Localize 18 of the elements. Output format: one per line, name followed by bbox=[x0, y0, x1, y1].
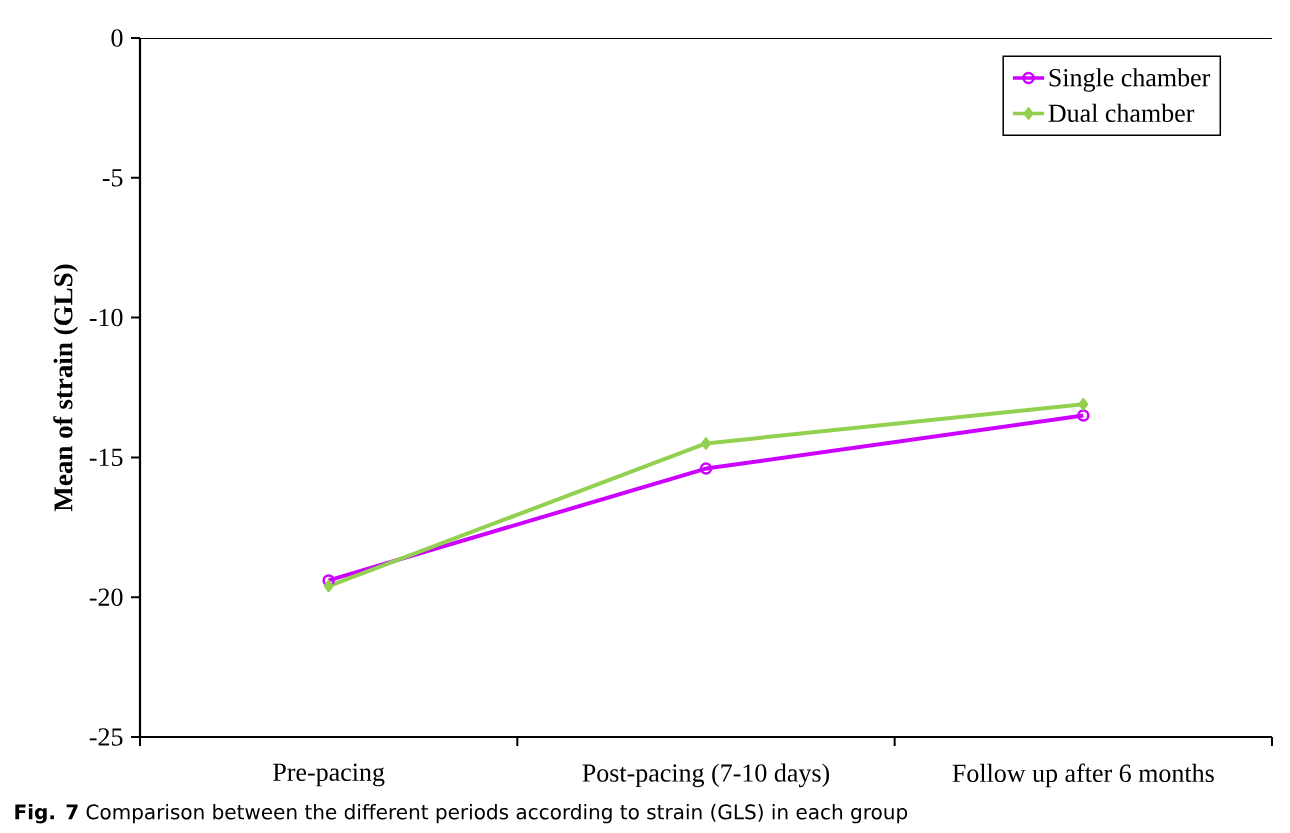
y-tick-label: -10 bbox=[89, 308, 123, 327]
y-tick-label: -20 bbox=[89, 588, 123, 606]
x-tick-label: Post-pacing (7-10 days) bbox=[582, 763, 830, 788]
y-tick-label: -25 bbox=[89, 728, 123, 746]
point bbox=[323, 579, 334, 593]
y-tick-label: -5 bbox=[102, 169, 123, 187]
point bbox=[699, 462, 713, 475]
y-tick-label: -15 bbox=[89, 448, 123, 467]
point bbox=[1078, 398, 1089, 411]
legend-label: Dual chamber bbox=[1048, 103, 1195, 123]
legend-label: Single chamber bbox=[1049, 68, 1211, 92]
y-axis-title: Mean of strain (GLS) bbox=[53, 264, 78, 512]
text: Fig. 7 Comparison between the different periods according to strain (GLS) in each group bbox=[15, 803, 908, 824]
x-tick-label: Pre-pacing bbox=[273, 763, 385, 787]
point bbox=[700, 437, 711, 450]
point bbox=[1077, 409, 1090, 422]
x-tick-label: Follow up after 6 months bbox=[952, 763, 1214, 788]
y-tick-label: 0 bbox=[111, 29, 123, 47]
